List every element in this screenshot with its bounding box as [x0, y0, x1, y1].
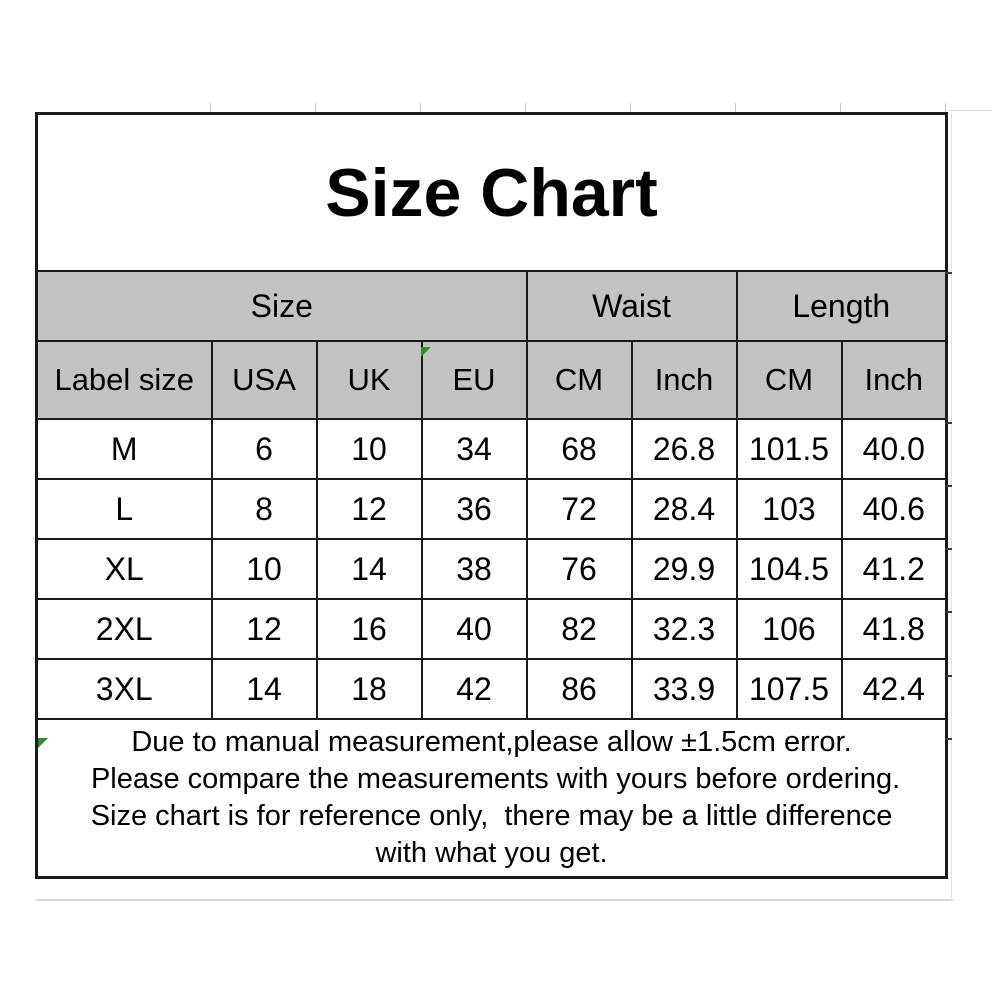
cell: 10 — [315, 418, 423, 480]
cell: 14 — [210, 658, 318, 720]
gridline-tick — [945, 422, 952, 424]
column-group-size: Size — [35, 270, 528, 342]
cell: 40.6 — [840, 478, 948, 540]
gridline-tick — [945, 103, 946, 112]
cell: 40.0 — [840, 418, 948, 480]
column-header-waist-cm: CM — [525, 340, 633, 420]
table-row-m: M 6 10 34 68 26.8 101.5 40.0 — [35, 418, 948, 480]
column-header-eu: EU — [420, 340, 528, 420]
gridline-tick — [210, 103, 211, 112]
column-header-uk: UK — [315, 340, 423, 420]
size-chart-table: Size Chart Size Waist Length Label size … — [35, 112, 949, 879]
gridline-tick — [735, 103, 736, 112]
row-label: XL — [35, 538, 213, 600]
column-header-usa: USA — [210, 340, 318, 420]
error-indicator-icon — [38, 738, 48, 748]
cell: 107.5 — [735, 658, 843, 720]
cell: 76 — [525, 538, 633, 600]
row-label: M — [35, 418, 213, 480]
gridline-tick — [945, 548, 952, 550]
column-group-row: Size Waist Length — [35, 270, 948, 342]
cell: 103 — [735, 478, 843, 540]
table-row-2xl: 2XL 12 16 40 82 32.3 106 41.8 — [35, 598, 948, 660]
note-line: Please compare the measurements with you… — [82, 763, 901, 795]
cell: 12 — [315, 478, 423, 540]
cell: 29.9 — [630, 538, 738, 600]
table-drop-shadow — [36, 899, 953, 901]
cell: 68 — [525, 418, 633, 480]
column-header-length-cm: CM — [735, 340, 843, 420]
gridline-tick — [315, 103, 316, 112]
row-label: 3XL — [35, 658, 213, 720]
gridline-tick — [945, 738, 952, 740]
cell: 106 — [735, 598, 843, 660]
note-line: Due to manual measurement,please allow ±… — [131, 726, 852, 758]
column-group-length: Length — [735, 270, 948, 342]
cell: 38 — [420, 538, 528, 600]
gridline-tick — [951, 112, 952, 898]
cell: 104.5 — [735, 538, 843, 600]
cell: 16 — [315, 598, 423, 660]
cell: 34 — [420, 418, 528, 480]
cell: 18 — [315, 658, 423, 720]
cell: 40 — [420, 598, 528, 660]
column-group-waist: Waist — [525, 270, 738, 342]
cell: 72 — [525, 478, 633, 540]
table-row-xl: XL 10 14 38 76 29.9 104.5 41.2 — [35, 538, 948, 600]
column-header-waist-inch: Inch — [630, 340, 738, 420]
cell: 6 — [210, 418, 318, 480]
cell: 41.8 — [840, 598, 948, 660]
gridline-tick — [945, 272, 952, 274]
gridline-tick — [948, 110, 992, 111]
error-indicator-icon — [421, 347, 431, 357]
cell: 33.9 — [630, 658, 738, 720]
column-header-label-size: Label size — [35, 340, 213, 420]
cell: 8 — [210, 478, 318, 540]
cell: 32.3 — [630, 598, 738, 660]
note-line: Size chart is for reference only, there … — [90, 800, 893, 832]
cell: 12 — [210, 598, 318, 660]
table-row-l: L 8 12 36 72 28.4 103 40.6 — [35, 478, 948, 540]
note-line: with what you get. — [375, 837, 608, 869]
gridline-tick — [840, 103, 841, 112]
row-label: 2XL — [35, 598, 213, 660]
cell: 41.2 — [840, 538, 948, 600]
note-row: Due to manual measurement,please allow ±… — [35, 718, 948, 879]
gridline-tick — [525, 103, 526, 112]
gridline-tick — [630, 103, 631, 112]
row-label: L — [35, 478, 213, 540]
gridline-tick — [420, 103, 421, 112]
table-row-3xl: 3XL 14 18 42 86 33.9 107.5 42.4 — [35, 658, 948, 720]
gridline-tick — [945, 485, 952, 487]
cell: 86 — [525, 658, 633, 720]
cell: 42 — [420, 658, 528, 720]
title-row: Size Chart — [35, 112, 948, 272]
cell: 10 — [210, 538, 318, 600]
gridline-tick — [945, 675, 952, 677]
chart-title: Size Chart — [35, 112, 948, 272]
cell: 28.4 — [630, 478, 738, 540]
cell: 42.4 — [840, 658, 948, 720]
cell: 14 — [315, 538, 423, 600]
column-header-length-inch: Inch — [840, 340, 948, 420]
column-header-row: Label size USA UK EU CM Inch CM Inch — [35, 340, 948, 420]
cell: 36 — [420, 478, 528, 540]
gridline-tick — [945, 611, 952, 613]
cell: 82 — [525, 598, 633, 660]
cell: 101.5 — [735, 418, 843, 480]
footer-note: Due to manual measurement,please allow ±… — [35, 718, 948, 879]
cell: 26.8 — [630, 418, 738, 480]
